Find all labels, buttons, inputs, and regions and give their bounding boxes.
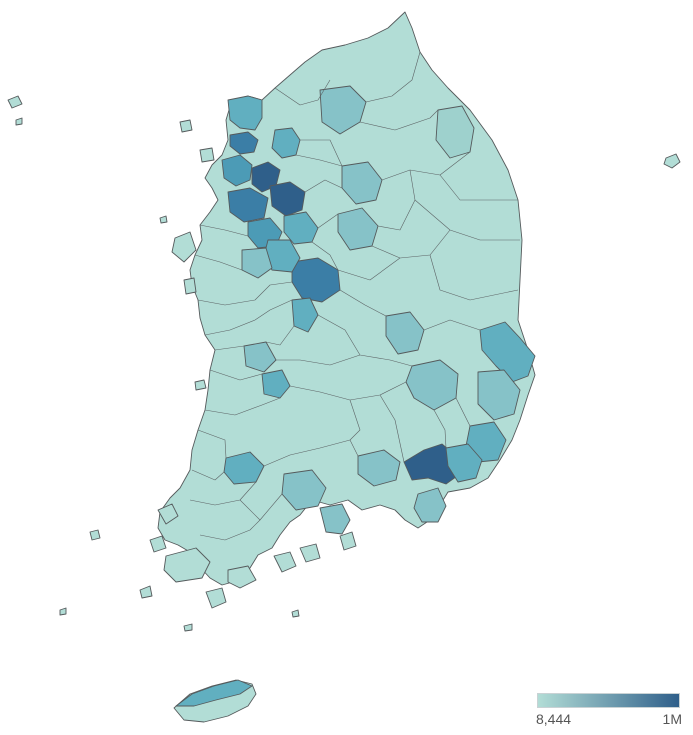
island-south-12[interactable]: [183, 623, 193, 632]
region-daegu[interactable]: [405, 359, 459, 411]
metro-region-southwest[interactable]: [227, 187, 269, 223]
island-south-11[interactable]: [89, 529, 101, 541]
island-west-1[interactable]: [7, 95, 23, 109]
island-west-6[interactable]: [183, 277, 197, 295]
region-cheonan[interactable]: [241, 247, 273, 279]
island-south-1[interactable]: [157, 503, 179, 525]
legend-max-label: 1M: [662, 711, 682, 727]
region-pohang[interactable]: [479, 321, 536, 383]
legend-min-label: 8,444: [536, 711, 572, 727]
island-south-5[interactable]: [205, 587, 227, 609]
island-south-13[interactable]: [291, 609, 300, 618]
island-ulleungdo[interactable]: [663, 153, 681, 169]
island-south-10[interactable]: [59, 607, 67, 616]
island-west-2[interactable]: [15, 117, 23, 126]
island-south-7[interactable]: [299, 543, 321, 563]
region-gyeongju[interactable]: [477, 369, 521, 421]
metro-region-north[interactable]: [227, 95, 263, 131]
metro-region-northwest[interactable]: [229, 131, 259, 155]
island-south-4[interactable]: [227, 565, 257, 589]
island-south-3[interactable]: [163, 547, 211, 583]
region-cheongju[interactable]: [291, 257, 341, 303]
region-gumi[interactable]: [385, 311, 425, 355]
island-west-8[interactable]: [194, 379, 207, 391]
island-south-2[interactable]: [149, 535, 167, 553]
island-south-8[interactable]: [339, 531, 357, 551]
island-west-5[interactable]: [171, 231, 197, 263]
district-borders: [189, 51, 520, 541]
region-yeosu[interactable]: [319, 503, 351, 535]
island-west-3[interactable]: [179, 119, 193, 133]
island-south-6[interactable]: [273, 551, 297, 573]
region-busan[interactable]: [445, 443, 483, 483]
metro-region-incheon[interactable]: [221, 154, 253, 187]
island-south-9[interactable]: [139, 585, 153, 599]
region-daejeon[interactable]: [291, 297, 319, 333]
region-iksan[interactable]: [243, 341, 277, 373]
region-geoje[interactable]: [413, 487, 447, 523]
metro-region-seoul-south[interactable]: [269, 181, 306, 217]
legend-gradient-bar: [537, 693, 680, 708]
region-jeonju[interactable]: [261, 369, 291, 399]
region-jinju[interactable]: [357, 449, 401, 487]
island-west-7[interactable]: [159, 215, 168, 224]
island-jeju-north[interactable]: [175, 679, 253, 707]
color-legend: 8,444 1M: [536, 692, 682, 728]
island-west-4[interactable]: [199, 147, 215, 163]
